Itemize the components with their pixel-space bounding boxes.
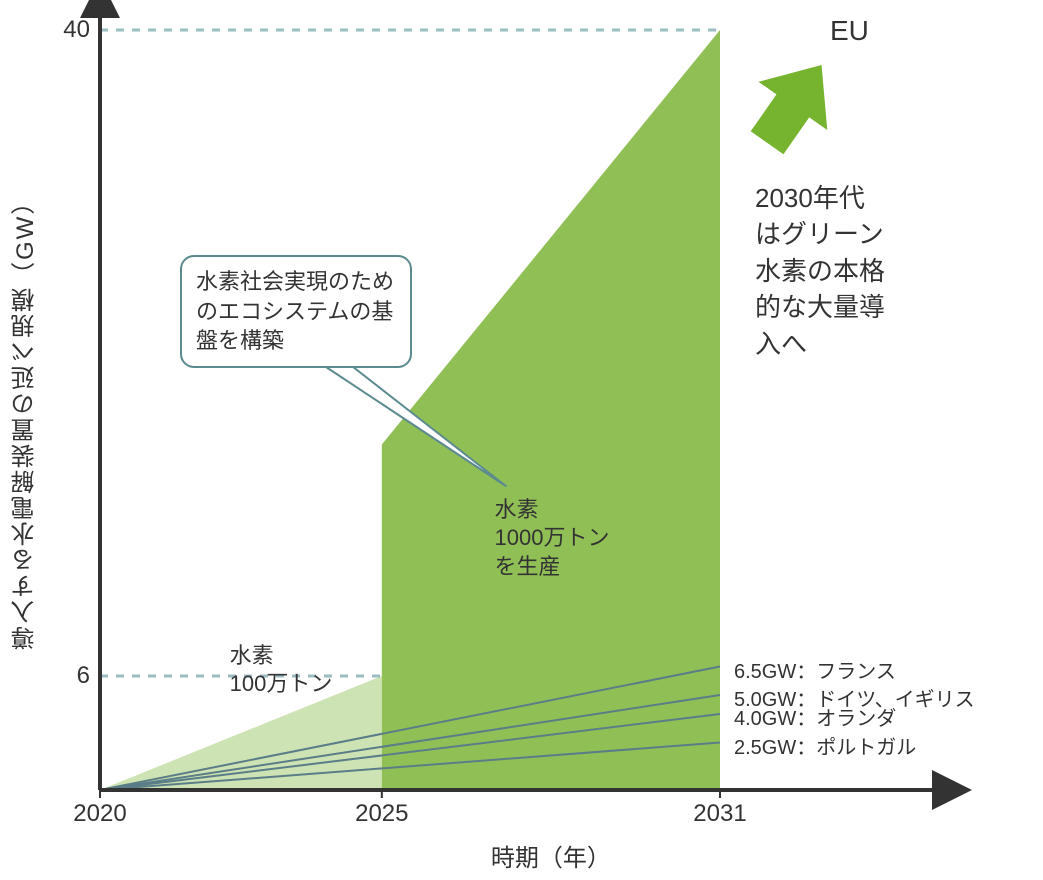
country-label: 2.5GW：ポルトガル xyxy=(734,731,916,760)
y-axis-label: 導入する水電解装置の延べ規模（GW） xyxy=(8,190,43,650)
side-annotation: 2030年代はグリーン水素の本格的な大量導入へ xyxy=(755,180,885,362)
eu-label: EU xyxy=(830,15,869,47)
x-tick-label: 2025 xyxy=(347,800,417,828)
x-tick-label: 2020 xyxy=(65,800,135,828)
country-label: 6.5GW：フランス xyxy=(734,655,896,684)
annotation-100: 水素100万トン xyxy=(230,642,333,699)
callout-box: 水素社会実現のためのエコシステムの基盤を構築 xyxy=(180,255,412,368)
annotation-1000: 水素1000万トンを生産 xyxy=(495,496,610,582)
x-tick-label: 2031 xyxy=(685,800,755,828)
country-label: 4.0GW：オランダ xyxy=(734,702,896,731)
y-tick-label: 6 xyxy=(40,662,90,690)
y-tick-label: 40 xyxy=(40,16,90,44)
x-axis-label: 時期（年） xyxy=(491,838,611,873)
